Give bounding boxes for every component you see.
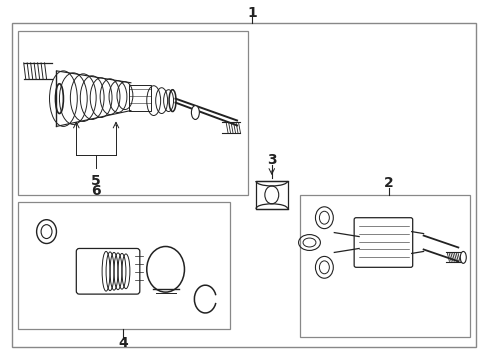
Text: 1: 1 bbox=[246, 6, 256, 20]
Bar bbox=[18, 202, 230, 329]
Text: 3: 3 bbox=[266, 153, 276, 167]
Bar bbox=[299, 195, 469, 337]
Bar bbox=[18, 31, 247, 195]
Ellipse shape bbox=[459, 251, 466, 264]
Ellipse shape bbox=[191, 105, 199, 120]
Bar bbox=[129, 85, 150, 111]
Text: 4: 4 bbox=[118, 336, 127, 350]
Text: 2: 2 bbox=[383, 176, 393, 190]
Bar bbox=[255, 181, 287, 209]
Text: 5: 5 bbox=[91, 174, 101, 188]
Text: 6: 6 bbox=[91, 184, 101, 198]
